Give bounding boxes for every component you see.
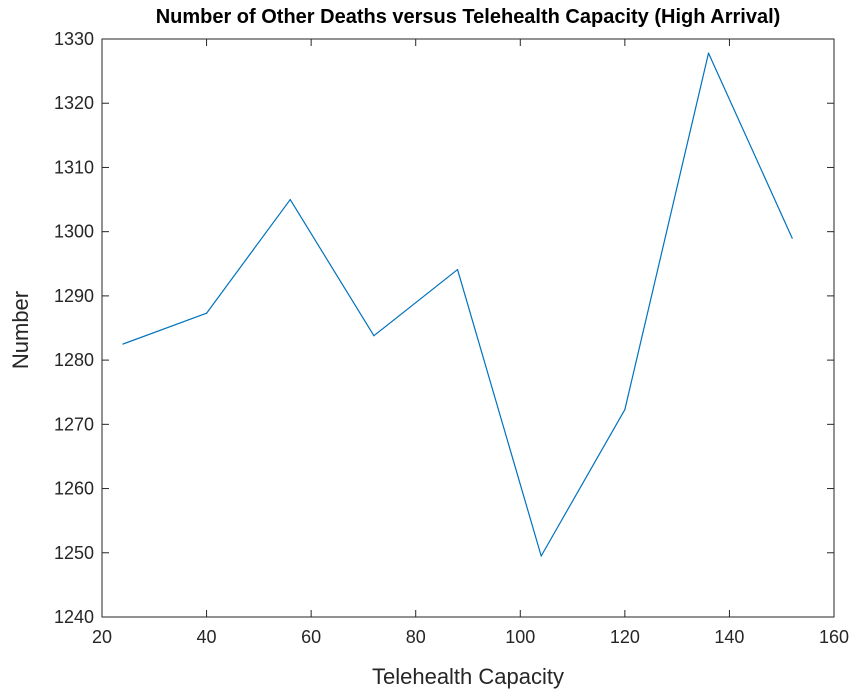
x-tick-label: 80 bbox=[406, 627, 426, 647]
y-tick-label: 1280 bbox=[54, 350, 94, 370]
y-tick-label: 1240 bbox=[54, 607, 94, 627]
data-point bbox=[456, 268, 459, 271]
y-tick-label: 1250 bbox=[54, 543, 94, 563]
x-axis: 20 40 60 80 100 120 140 160 bbox=[92, 39, 849, 647]
x-tick-label: 40 bbox=[197, 627, 217, 647]
chart-title: Number of Other Deaths versus Telehealth… bbox=[156, 6, 781, 28]
x-tick-label: 140 bbox=[714, 627, 744, 647]
y-tick-label: 1270 bbox=[54, 414, 94, 434]
y-axis-label: Number bbox=[8, 291, 33, 369]
y-tick-label: 1320 bbox=[54, 93, 94, 113]
series-layer bbox=[122, 52, 793, 557]
y-tick-label: 1290 bbox=[54, 286, 94, 306]
y-tick-label: 1300 bbox=[54, 222, 94, 242]
data-point bbox=[373, 335, 375, 337]
data-point bbox=[289, 198, 291, 201]
x-tick-label: 100 bbox=[505, 627, 535, 647]
plot-frame bbox=[101, 38, 835, 618]
plot-area: 20 40 60 80 100 120 140 160 1240 1250 1260 1270 128… bbox=[54, 29, 849, 647]
x-tick-label: 120 bbox=[610, 627, 640, 647]
data-point bbox=[122, 343, 124, 345]
data-point bbox=[540, 555, 542, 557]
x-axis-label: Telehealth Capacity bbox=[372, 664, 564, 689]
y-axis: 1240 1250 1260 1270 1280 1290 1300 1310 1320 1330 bbox=[54, 29, 834, 627]
x-tick-label: 20 bbox=[92, 627, 112, 647]
y-tick-label: 1260 bbox=[54, 479, 94, 499]
data-point bbox=[205, 312, 208, 314]
y-tick-label: 1330 bbox=[54, 29, 94, 49]
data-point bbox=[624, 408, 626, 411]
x-tick-label: 60 bbox=[301, 627, 321, 647]
x-tick-label: 160 bbox=[819, 627, 849, 647]
data-point bbox=[707, 52, 710, 54]
data-point bbox=[791, 237, 793, 239]
y-tick-label: 1310 bbox=[54, 157, 94, 177]
